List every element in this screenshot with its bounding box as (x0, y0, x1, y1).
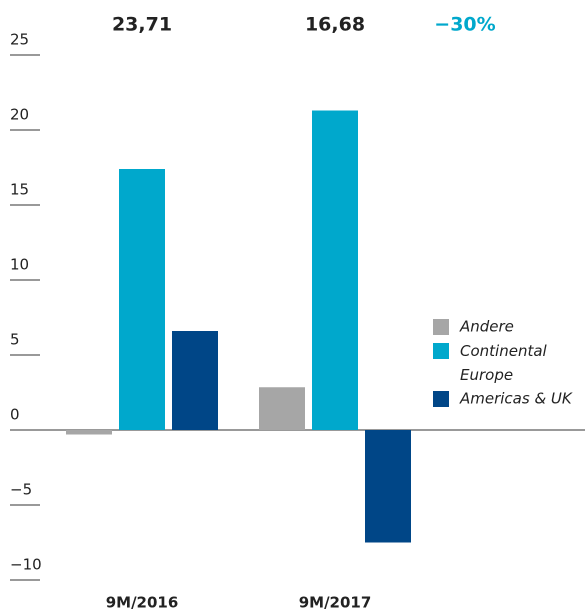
y-tick-label: 5 (10, 331, 20, 349)
y-tick-label: 25 (10, 31, 29, 49)
y-tick-label: 15 (10, 181, 29, 199)
legend-swatch (433, 343, 449, 359)
legend-label: Americas & UK (459, 390, 573, 408)
legend-swatch (433, 319, 449, 335)
legend-label: Andere (459, 318, 514, 336)
y-tick-label: 10 (10, 256, 29, 274)
legend-swatch (433, 391, 449, 407)
annotation: 16,68 (305, 14, 365, 36)
legend-label: Continental Europe (460, 342, 548, 384)
annotation: −30% (434, 14, 495, 36)
bar (259, 387, 305, 430)
x-tick-label: 9M/2017 (299, 594, 372, 610)
y-tick-label: 20 (10, 106, 29, 124)
y-tick-label: 0 (10, 406, 20, 424)
bar (172, 331, 218, 430)
bar (119, 169, 165, 430)
bar (312, 110, 358, 430)
y-tick-label: −10 (10, 556, 42, 574)
y-tick-label: −5 (10, 481, 32, 499)
annotation: 23,71 (112, 14, 172, 36)
bar (365, 430, 411, 543)
bar (66, 430, 112, 435)
x-tick-label: 9M/2016 (106, 594, 179, 610)
